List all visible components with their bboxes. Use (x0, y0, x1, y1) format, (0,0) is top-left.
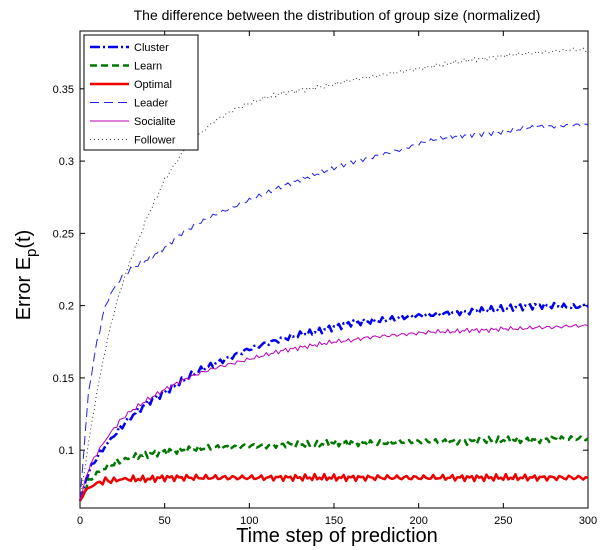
series-lines (78, 47, 589, 502)
legend-label-socialite: Socialite (134, 116, 176, 128)
series-line-leader (79, 123, 589, 501)
legend-label-follower: Follower (134, 135, 176, 147)
legend-box (83, 34, 199, 151)
series-line-learn (78, 435, 589, 502)
x-tick-label: 100 (240, 515, 258, 527)
series-line-cluster (78, 301, 589, 502)
x-tick-label: 50 (159, 515, 171, 527)
y-axis-label: Error Ep(t) (13, 230, 40, 321)
x-tick-label: 300 (579, 515, 597, 527)
y-axis-label-main: Error E (13, 257, 35, 320)
y-tick-label: 0.2 (59, 301, 74, 313)
y-tick-label: 0.35 (53, 84, 74, 96)
legend-label-cluster: Cluster (134, 42, 169, 54)
x-axis-label: Time step of prediction (236, 525, 438, 547)
x-tick-label: 250 (494, 515, 512, 527)
y-tick-label: 0.25 (53, 228, 74, 240)
x-tick-label: 150 (325, 515, 343, 527)
series-line-follower (79, 47, 589, 501)
legend-label-leader: Leader (134, 98, 169, 110)
axis-ticks: 0 50 100 150 200 250 300 0.1 0.15 0.2 0.25 0.3 0.35 (53, 31, 597, 527)
y-tick-label: 0.15 (53, 373, 74, 385)
legend-label-optimal: Optimal (134, 79, 172, 91)
y-tick-label: 0.1 (59, 445, 74, 457)
series-line-socialite (79, 324, 589, 501)
legend: Cluster Learn Optimal Leader Socialite Follow… (83, 34, 199, 151)
legend-label-learn: Learn (134, 61, 162, 73)
series-line-optimal (78, 472, 589, 502)
chart-title: The difference between the distribution … (134, 7, 541, 23)
y-axis-label-suffix: (t) (13, 230, 35, 249)
y-tick-label: 0.3 (59, 156, 74, 168)
x-tick-label: 0 (77, 515, 83, 527)
y-axis-label-subscript: p (23, 249, 40, 257)
x-tick-label: 200 (409, 515, 427, 527)
